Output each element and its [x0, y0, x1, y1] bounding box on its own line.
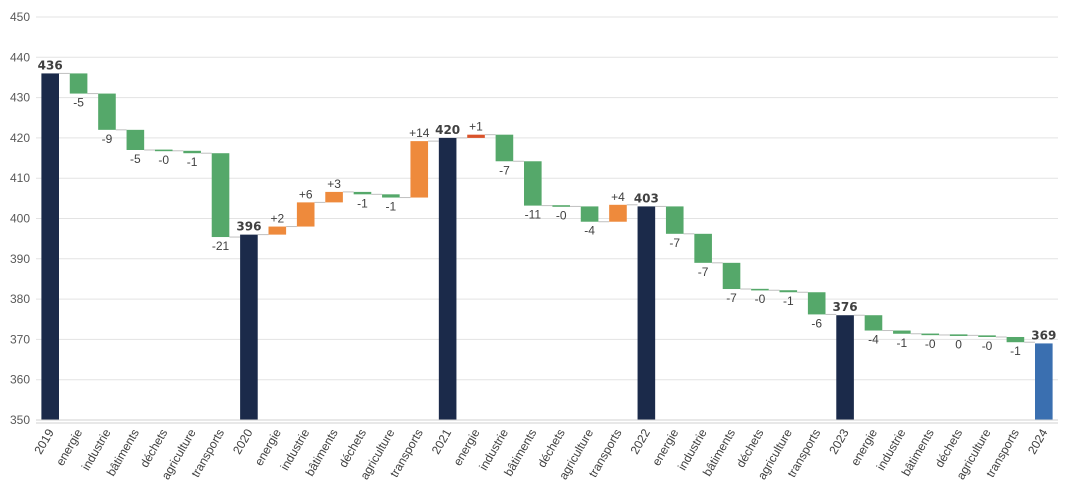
delta-bar — [410, 141, 429, 198]
delta-bar — [325, 191, 343, 203]
delta-value-label: +14 — [409, 126, 430, 140]
delta-value-label: -1 — [386, 200, 397, 214]
delta-value-label: -1 — [897, 336, 908, 350]
delta-bar — [893, 330, 911, 334]
y-tick-label: 390 — [10, 252, 30, 266]
delta-bar — [921, 333, 940, 336]
total-bar — [1035, 343, 1053, 420]
delta-value-label: +4 — [611, 190, 625, 204]
delta-bar — [211, 153, 230, 238]
total-value-label: 376 — [833, 300, 858, 314]
delta-value-label: +2 — [270, 212, 284, 226]
delta-value-label: -1 — [1010, 344, 1021, 358]
y-tick-label: 350 — [10, 413, 30, 427]
y-tick-label: 370 — [10, 332, 30, 346]
total-bar — [438, 137, 457, 420]
delta-value-label: -0 — [158, 153, 169, 167]
connector-lines — [58, 72, 1036, 343]
delta-value-label: -0 — [982, 339, 993, 353]
delta-bar — [580, 206, 599, 222]
y-tick-label: 410 — [10, 171, 30, 185]
y-tick-label: 400 — [10, 212, 30, 226]
x-category-label: 2022 — [627, 426, 653, 456]
delta-bar — [978, 335, 996, 337]
delta-bar — [98, 93, 116, 130]
total-value-label: 403 — [634, 191, 659, 205]
delta-value-label: -7 — [698, 265, 709, 279]
delta-value-label: -11 — [525, 208, 542, 222]
gridlines — [36, 16, 1058, 421]
delta-value-label: -1 — [357, 196, 368, 210]
delta-value-label: -1 — [187, 155, 198, 169]
delta-value-label: -6 — [811, 316, 822, 330]
delta-bar — [552, 205, 570, 207]
delta-bar — [69, 73, 88, 94]
delta-bar — [382, 194, 400, 198]
x-category-label: 2023 — [826, 426, 852, 456]
delta-bar — [495, 134, 514, 162]
data-labels: 436 -5 -9 -5 -0 -1 -21 396 +2 +6 +3 -1 -1 +14 420 +1 -7 -… — [38, 58, 1057, 358]
delta-bar — [183, 150, 201, 154]
delta-value-label: -0 — [755, 292, 766, 306]
total-bar — [836, 315, 854, 420]
delta-value-label: +1 — [469, 120, 483, 134]
delta-bar — [1006, 336, 1025, 343]
y-tick-label: 440 — [10, 50, 30, 64]
delta-value-label: -5 — [73, 96, 84, 110]
bars — [41, 73, 1053, 421]
delta-bar — [353, 191, 372, 195]
delta-bar — [779, 290, 798, 293]
y-tick-label: 380 — [10, 292, 30, 306]
delta-bar — [694, 233, 712, 263]
delta-value-label: -7 — [726, 291, 737, 305]
delta-value-label: -0 — [925, 337, 936, 351]
delta-bar — [722, 262, 741, 290]
delta-bar — [296, 202, 315, 227]
x-category-label: 2024 — [1025, 426, 1051, 456]
delta-bar — [524, 161, 542, 206]
delta-bar — [609, 204, 627, 222]
y-tick-label: 450 — [10, 10, 30, 24]
delta-value-label: -0 — [556, 208, 567, 222]
delta-value-label: -21 — [212, 239, 230, 253]
delta-bar — [665, 206, 684, 234]
x-category-label: 2019 — [31, 426, 57, 456]
delta-value-label: -4 — [584, 224, 595, 238]
total-bar — [41, 73, 59, 421]
delta-bar — [126, 129, 145, 150]
delta-value-label: -9 — [102, 132, 113, 146]
delta-value-label: -1 — [783, 294, 794, 308]
y-axis: 350 360 370 380 390 400 410 420 430 440 450 — [10, 10, 30, 427]
total-bar — [637, 206, 656, 420]
delta-bar — [949, 334, 968, 336]
x-category-label: 2020 — [230, 426, 256, 456]
delta-bar — [154, 149, 173, 152]
delta-bar — [751, 288, 769, 291]
total-value-label: 396 — [236, 220, 261, 234]
total-value-label: 420 — [435, 123, 460, 137]
delta-value-label: -4 — [868, 333, 879, 347]
y-tick-label: 360 — [10, 373, 30, 387]
delta-bar — [467, 134, 485, 138]
x-category-label: 2021 — [429, 426, 455, 456]
total-bar — [240, 234, 258, 420]
delta-bar — [864, 315, 883, 331]
total-value-label: 369 — [1031, 328, 1056, 342]
baseline — [36, 419, 1058, 424]
delta-value-label: 0 — [955, 337, 962, 351]
delta-value-label: -7 — [499, 163, 510, 177]
y-tick-label: 420 — [10, 131, 30, 145]
delta-value-label: -5 — [130, 152, 141, 166]
delta-bar — [807, 292, 826, 315]
delta-value-label: +3 — [327, 177, 341, 191]
y-tick-label: 430 — [10, 91, 30, 105]
x-axis: 2019energieindustriebâtimentsdéchetsagri… — [31, 426, 1050, 482]
delta-value-label: -7 — [669, 236, 680, 250]
delta-value-label: +6 — [299, 187, 313, 201]
total-value-label: 436 — [38, 58, 63, 72]
delta-bar — [268, 226, 287, 235]
